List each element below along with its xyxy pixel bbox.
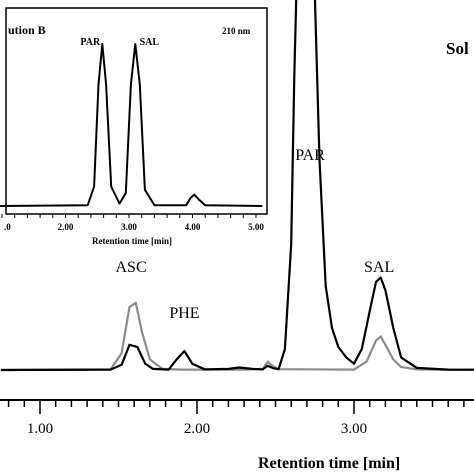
main-x-tick-labels: 1.00 2.00 3.00	[27, 421, 367, 437]
inset-wavelength-annotation: 210 nm	[222, 26, 251, 36]
inset-chart-title: ution B	[8, 23, 46, 37]
main-x-ticks	[7, 400, 465, 414]
main-chart-title: Sol	[446, 39, 469, 58]
inset-tick-label: 3.00	[121, 222, 137, 232]
main-tick-label: 1.00	[27, 421, 53, 437]
inset-series-group	[0, 43, 263, 207]
inset-peak-label: SAL	[140, 37, 160, 48]
inset-tick-label: 2.00	[58, 222, 74, 232]
main-peak-labels: ASC PHE PAR SAL	[115, 147, 394, 322]
inset-frame	[5, 7, 268, 215]
inset-x-axis-label: Retention time [min]	[92, 236, 172, 246]
inset-x-tick-labels: .0 2.00 3.00 4.00 5.00	[4, 222, 264, 232]
main-peak-label: ASC	[115, 259, 146, 276]
main-peak-label: SAL	[364, 259, 394, 276]
inset-series-line	[0, 43, 263, 207]
main-series-grey	[0, 301, 474, 372]
inset-peak-label: PAR	[80, 37, 101, 48]
inset-tick-label: .0	[4, 222, 11, 232]
inset-chart: .0 2.00 3.00 4.00 5.00 PAR SAL ution B 210 nm…	[0, 7, 268, 246]
main-peak-label: PHE	[169, 305, 199, 322]
inset-x-ticks	[1, 214, 257, 218]
main-peak-label: PAR	[295, 147, 325, 164]
main-tick-label: 2.00	[184, 421, 210, 437]
main-tick-label: 3.00	[341, 421, 367, 437]
inset-peak-labels: PAR SAL	[80, 37, 159, 48]
main-series-black	[0, 0, 474, 372]
inset-tick-label: 5.00	[248, 222, 264, 232]
inset-tick-label: 4.00	[185, 222, 201, 232]
main-series-group	[0, 0, 474, 372]
main-x-axis-label: Retention time [min]	[258, 455, 400, 472]
